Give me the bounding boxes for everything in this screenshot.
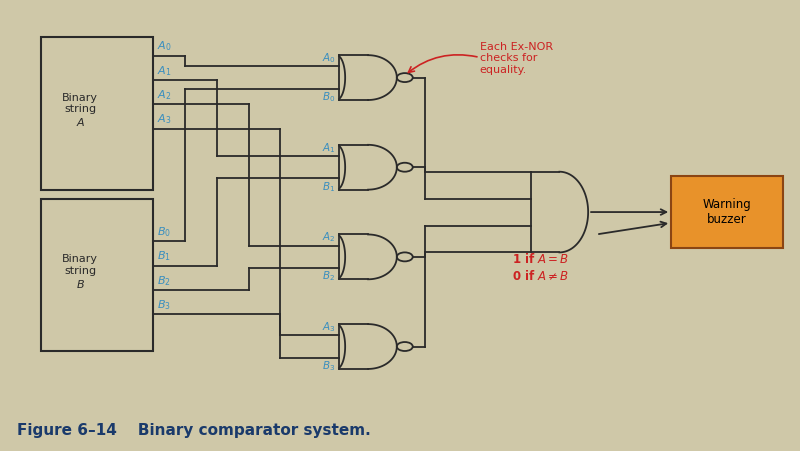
Text: Binary
string
$B$: Binary string $B$	[62, 254, 98, 290]
Bar	[42, 198, 153, 351]
Bar	[42, 37, 153, 189]
Text: Warning
buzzer: Warning buzzer	[702, 198, 751, 226]
Text: $A_2$: $A_2$	[322, 230, 335, 244]
Bar	[671, 176, 782, 248]
Text: $A_1$: $A_1$	[322, 141, 335, 155]
Text: $A_1$: $A_1$	[157, 64, 171, 78]
Text: Figure 6–14    Binary comparator system.: Figure 6–14 Binary comparator system.	[18, 423, 371, 438]
Text: $B_0$: $B_0$	[157, 225, 171, 239]
Text: Binary
string
$A$: Binary string $A$	[62, 92, 98, 128]
Text: $B_0$: $B_0$	[322, 90, 335, 104]
Text: $A_3$: $A_3$	[322, 320, 335, 334]
Text: Each Ex-NOR
checks for
equality.: Each Ex-NOR checks for equality.	[480, 42, 553, 75]
Text: $B_1$: $B_1$	[322, 180, 335, 193]
Text: $A_3$: $A_3$	[157, 113, 171, 126]
Text: $B_1$: $B_1$	[157, 249, 170, 263]
Text: $B_2$: $B_2$	[322, 269, 335, 283]
Text: $B_2$: $B_2$	[157, 274, 170, 288]
Text: $A_0$: $A_0$	[157, 40, 171, 53]
Text: $A_2$: $A_2$	[157, 88, 171, 102]
Text: $B_3$: $B_3$	[322, 359, 335, 373]
Text: $A_0$: $A_0$	[322, 51, 335, 65]
Text: 1 if $A = B$
0 if $A \neq B$: 1 if $A = B$ 0 if $A \neq B$	[512, 253, 569, 283]
Text: $B_3$: $B_3$	[157, 299, 170, 312]
